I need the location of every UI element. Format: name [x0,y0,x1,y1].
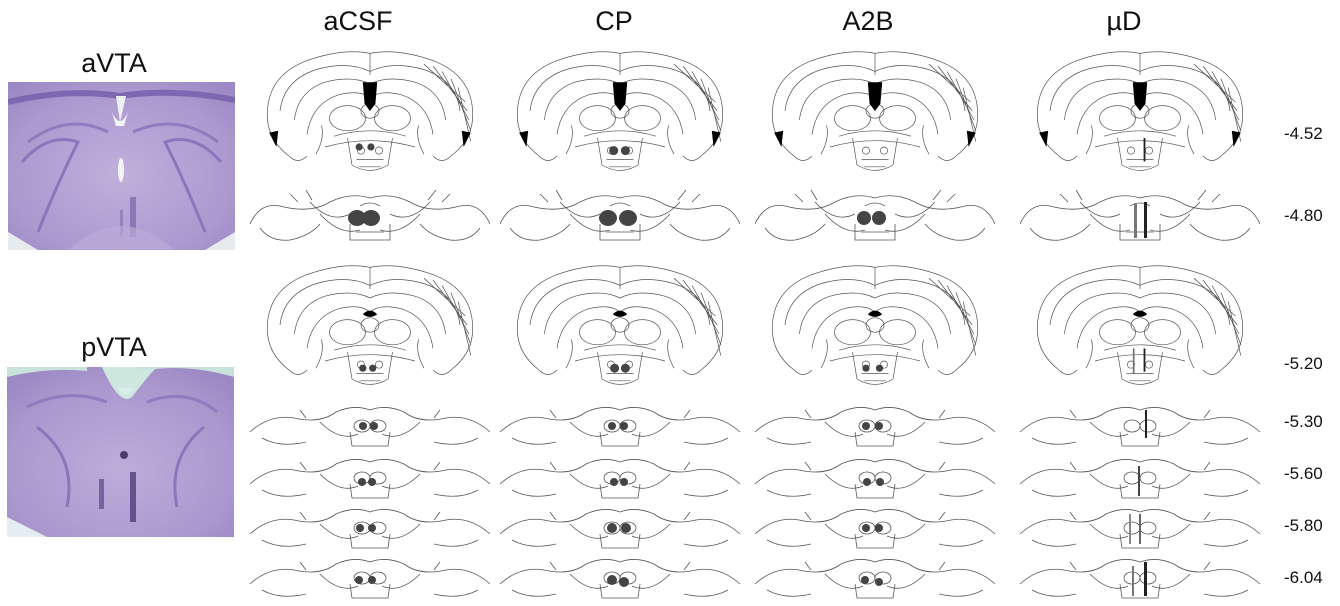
section-a2b-5.20 [755,262,995,397]
section-mud-5.60 [1020,454,1260,500]
placement-dot [355,576,363,584]
placement-dot [619,577,629,587]
placement-dot [875,578,883,586]
coordinate-label-5.20: -5.20 [1284,354,1323,373]
section-mud-6.04 [1020,554,1260,600]
cannula-track [1138,466,1140,496]
section-a2b-5.30 [755,402,995,448]
placement-dot [599,210,617,226]
section-acsf-4.52 [250,48,490,183]
placement-dot [863,478,871,486]
section-acsf-5.30 [250,402,490,448]
section-acsf-6.04 [250,554,490,600]
cannula-track [1143,348,1146,372]
cannula-track [1143,138,1146,162]
placement-dot [356,524,364,532]
section-acsf-5.20 [250,262,490,397]
placement-dot [619,210,637,226]
placement-dot [862,422,870,430]
placement-dot [875,364,884,372]
section-a2b-4.52 [755,48,995,183]
section-cp-4.52 [500,48,740,183]
histology-photo-avta [8,82,235,250]
coordinate-label-6.04: -6.04 [1284,568,1323,587]
column-header-acsf: aCSF [323,6,393,36]
section-cp-5.20 [500,262,740,397]
cannula-track [1132,566,1134,596]
section-acsf-4.80 [250,184,490,244]
placement-dot [610,478,618,486]
section-cp-5.80 [500,504,740,550]
coordinate-label-5.80: -5.80 [1284,516,1323,535]
section-mud-4.80 [1020,184,1260,244]
histology-photo-pvta [7,367,234,537]
placement-dot [367,143,375,151]
placement-dot [608,422,616,430]
section-a2b-5.80 [755,504,995,550]
section-cp-4.80 [500,184,740,244]
placement-dot [358,478,366,486]
coordinate-label-5.30: -5.30 [1284,412,1323,431]
placement-dot [610,363,620,373]
placement-dot [370,422,378,430]
placement-dot [607,575,617,585]
cannula-track [1132,348,1135,374]
photo-label-avta: aVTA [81,48,147,78]
placement-dot [620,478,628,486]
placement-dot [620,422,628,430]
cannula-track [1134,204,1137,238]
cannula-track [1145,410,1147,438]
cannula-track [1144,202,1147,238]
placement-dot [857,211,871,225]
placement-dot [369,364,377,372]
cannula-track [1129,514,1131,544]
placement-dot [368,478,376,486]
section-a2b-5.60 [755,454,995,500]
placement-dot [362,210,380,226]
placement-dot [355,143,363,151]
section-cp-6.04 [500,554,740,600]
cannula-track [1139,514,1141,544]
coordinate-label-4.80: -4.80 [1284,206,1323,225]
placement-dot [875,422,883,430]
placement-dot [872,211,886,225]
placement-dot [359,364,367,372]
photo-label-pvta: pVTA [81,332,147,362]
placement-dot [875,524,883,532]
section-acsf-5.60 [250,454,490,500]
placement-dot [876,478,884,486]
column-header-mud: µD [1106,6,1142,36]
placement-dot [609,146,619,156]
section-mud-4.52 [1020,48,1260,183]
placement-dot [862,524,870,532]
placement-dot [348,210,366,226]
placement-dot [620,363,630,373]
placement-dot [368,524,376,532]
placement-dot [861,576,869,584]
coordinate-label-4.52: -4.52 [1284,124,1323,143]
placement-dot [620,146,630,156]
placement-dot [607,523,617,533]
placement-dot [621,523,631,533]
section-cp-5.30 [500,402,740,448]
cannula-track [1144,562,1147,596]
section-mud-5.20 [1020,262,1260,397]
placement-dot [862,364,870,372]
section-cp-5.60 [500,454,740,500]
coordinate-label-5.60: -5.60 [1284,464,1323,483]
section-a2b-6.04 [755,554,995,600]
column-header-a2b: A2B [842,6,894,36]
placement-dot [368,576,376,584]
section-mud-5.30 [1020,402,1260,448]
column-header-cp: CP [595,6,633,36]
section-mud-5.80 [1020,504,1260,550]
placement-dot [359,422,367,430]
section-a2b-4.80 [755,184,995,244]
section-acsf-5.80 [250,504,490,550]
